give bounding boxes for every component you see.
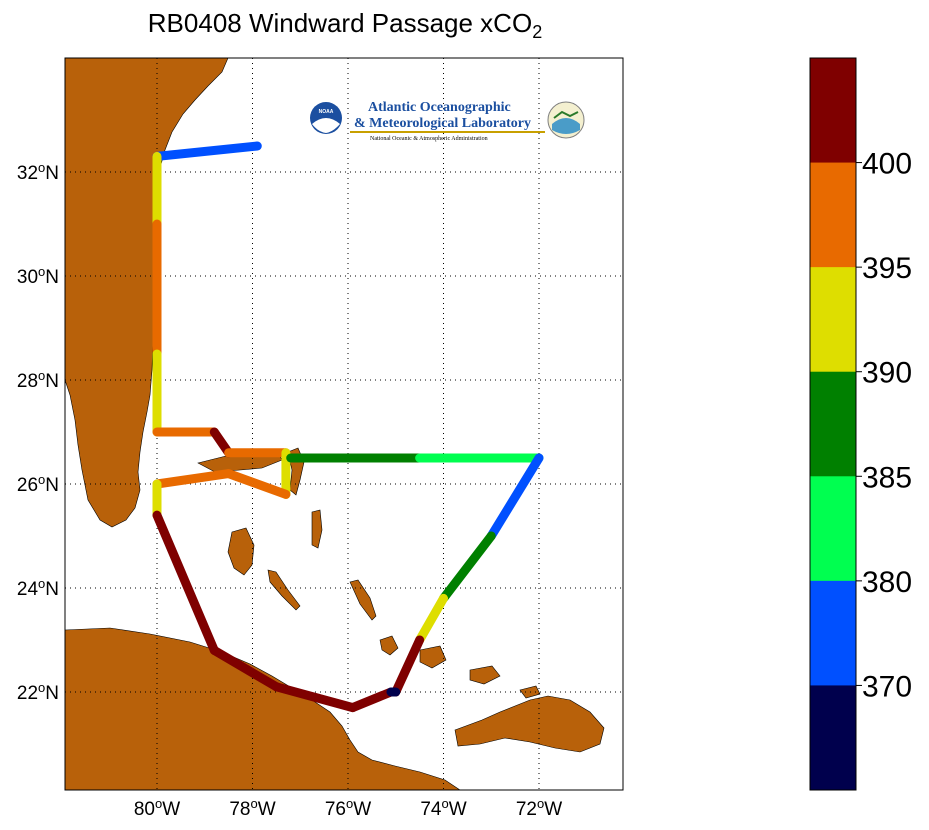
land-acklins bbox=[379, 635, 399, 656]
lon-label: 74oW bbox=[420, 796, 466, 820]
colorbar-band bbox=[810, 162, 856, 268]
land-inagua bbox=[419, 645, 447, 669]
track-segment bbox=[415, 593, 448, 645]
map-frame bbox=[64, 57, 624, 791]
lat-label: 22oN bbox=[17, 680, 59, 704]
land-exuma bbox=[267, 569, 301, 611]
lon-label: 76oW bbox=[325, 796, 371, 820]
colorbar-label: 400 bbox=[862, 148, 912, 181]
land-andros bbox=[227, 527, 255, 576]
track-segment bbox=[224, 469, 291, 499]
colorbar-band bbox=[810, 580, 856, 686]
doc-seal-hills-icon bbox=[553, 110, 579, 119]
logo-line-1: Atlantic Oceanographic bbox=[368, 100, 511, 115]
noaa-logo-badge: NOAA bbox=[319, 109, 334, 115]
land-hispaniola bbox=[454, 695, 605, 753]
map-title-subscript: 2 bbox=[532, 22, 543, 43]
land-long-island bbox=[349, 579, 377, 621]
land-cuba bbox=[65, 627, 461, 790]
colorbar-label: 380 bbox=[862, 566, 912, 599]
track-segment bbox=[152, 141, 262, 161]
colorbar-band bbox=[810, 476, 856, 582]
colorbar-labels: 400 395 390 385 380 370 bbox=[862, 148, 912, 704]
track-segment bbox=[271, 682, 358, 713]
colorbar-label: 370 bbox=[862, 670, 912, 703]
track-segment bbox=[439, 531, 496, 603]
land-eleuthera bbox=[311, 509, 323, 549]
lon-label: 78oW bbox=[229, 796, 275, 820]
colorbar bbox=[810, 58, 862, 791]
colorbar-band bbox=[810, 685, 856, 791]
ship-track bbox=[152, 141, 544, 713]
track-segment bbox=[152, 510, 219, 655]
doc-seal-wave-icon bbox=[552, 118, 580, 134]
noaa-logo-wave bbox=[312, 118, 340, 133]
lat-label: 26oN bbox=[17, 472, 59, 496]
colorbar-band bbox=[810, 371, 856, 477]
colorbar-band bbox=[810, 58, 856, 164]
lat-label: 32oN bbox=[17, 160, 59, 184]
logo-rule bbox=[350, 131, 545, 133]
track-segment bbox=[348, 687, 396, 713]
lat-label: 30oN bbox=[17, 264, 59, 288]
land-turks-caicos bbox=[469, 665, 501, 685]
colorbar-label: 390 bbox=[862, 357, 912, 390]
logo-line-2: & Meteorological Laboratory bbox=[354, 116, 531, 131]
colorbar-frame bbox=[809, 57, 857, 791]
longitude-labels: 80oW 78oW 76oW 74oW 72oW bbox=[134, 796, 562, 820]
track-segment bbox=[209, 645, 281, 692]
land-florida bbox=[65, 58, 229, 528]
lat-label: 24oN bbox=[17, 576, 59, 600]
lon-label: 80oW bbox=[134, 796, 180, 820]
logo-line-3: National Oceanic & Atmospheric Administr… bbox=[370, 136, 488, 142]
lon-label: 72oW bbox=[516, 796, 562, 820]
lat-label: 28oN bbox=[17, 368, 59, 392]
aoml-logo: NOAA Atlantic Oceanographic & Meteorolog… bbox=[310, 100, 585, 142]
colorbar-label: 385 bbox=[862, 461, 912, 494]
latitude-labels: 32oN 30oN 28oN 26oN 24oN 22oN bbox=[17, 160, 59, 704]
colorbar-band bbox=[810, 267, 856, 373]
map-title: RB0408 Windward Passage xCO2 bbox=[0, 8, 690, 43]
track-segment bbox=[391, 635, 425, 697]
track-segment bbox=[486, 453, 544, 541]
track-segment bbox=[152, 469, 234, 489]
map-title-main: RB0408 Windward Passage xCO bbox=[147, 8, 533, 38]
colorbar-label: 395 bbox=[862, 252, 912, 285]
